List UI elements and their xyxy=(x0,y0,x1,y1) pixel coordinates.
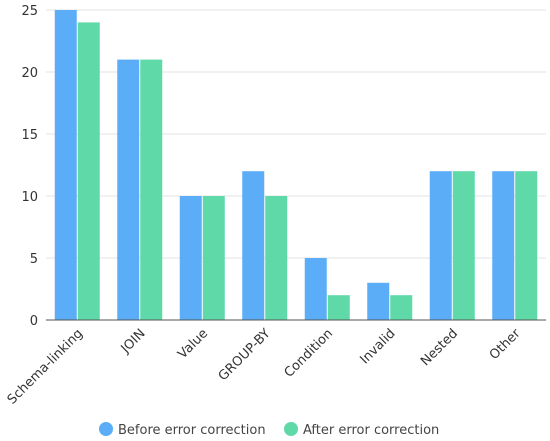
bar-after xyxy=(265,196,288,320)
bar-after xyxy=(202,196,225,320)
bar-before xyxy=(117,59,140,320)
bar-after xyxy=(452,171,475,320)
bar-before xyxy=(242,171,265,320)
bar-before xyxy=(54,10,77,320)
bar-after xyxy=(77,22,100,321)
y-tick-label: 5 xyxy=(30,252,38,267)
bar-before xyxy=(492,171,515,320)
x-tick-label: GROUP-BY xyxy=(216,326,274,384)
y-tick-label: 25 xyxy=(21,4,38,19)
bar-after xyxy=(515,171,538,320)
bars xyxy=(54,10,538,321)
bar-before xyxy=(367,282,390,320)
x-tick-label: Invalid xyxy=(357,326,398,367)
bar-before xyxy=(179,196,202,320)
legend-label[interactable]: Before error correction xyxy=(118,423,266,438)
legend-marker[interactable] xyxy=(99,422,113,436)
bar-after xyxy=(140,59,163,320)
y-tick-label: 10 xyxy=(21,190,38,205)
y-tick-label: 15 xyxy=(21,128,38,143)
bar-after xyxy=(390,295,413,320)
legend-label[interactable]: After error correction xyxy=(303,423,439,438)
bar-after xyxy=(327,295,350,320)
y-tick-label: 0 xyxy=(30,314,38,329)
x-tick-label: JOIN xyxy=(118,326,149,357)
bar-before xyxy=(429,171,452,320)
legend-marker[interactable] xyxy=(284,422,298,436)
x-tick-label: Nested xyxy=(418,326,461,369)
bar-before xyxy=(304,258,327,320)
y-tick-label: 20 xyxy=(21,66,38,81)
x-tick-label: Schema-linking xyxy=(5,326,86,407)
x-tick-label: Other xyxy=(487,326,524,363)
legend: Before error correction After error corre… xyxy=(99,422,439,438)
x-tick-label: Condition xyxy=(282,326,336,380)
x-tick-label: Value xyxy=(175,326,211,362)
